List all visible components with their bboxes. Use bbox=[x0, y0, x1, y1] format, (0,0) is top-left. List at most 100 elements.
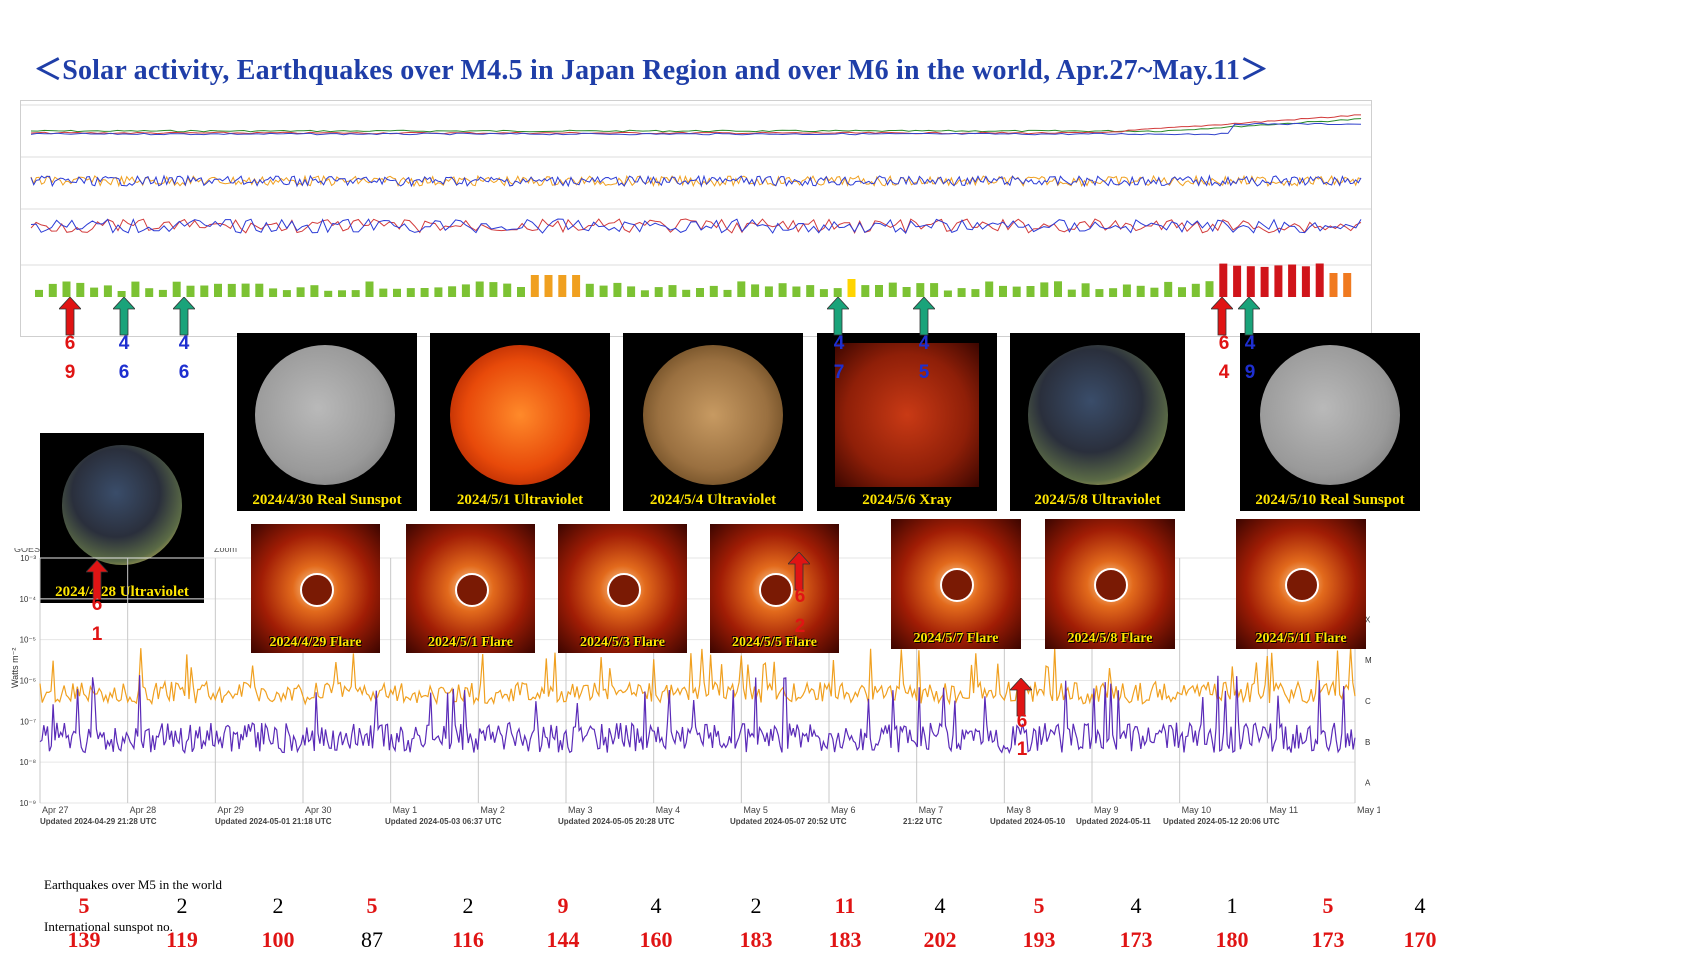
kp-bar bbox=[186, 285, 195, 297]
kp-bar bbox=[200, 285, 209, 297]
flare-class-label: C bbox=[1365, 697, 1371, 706]
magnitude-bottom: 5 bbox=[918, 362, 930, 383]
sun-disc bbox=[835, 343, 979, 487]
occulter-disk bbox=[606, 572, 641, 607]
x-tick-label: May 2 bbox=[480, 805, 505, 815]
kp-bar bbox=[324, 290, 333, 297]
magnitude-bottom: 6 bbox=[178, 362, 190, 383]
arrow-up-icon bbox=[1010, 678, 1032, 717]
sunspot-number: 160 bbox=[639, 927, 673, 952]
flux-line bbox=[30, 218, 1362, 235]
kp-bar bbox=[420, 288, 429, 297]
kp-bar bbox=[158, 289, 167, 297]
earthquake-count: 4 bbox=[1130, 893, 1142, 918]
y-tick-label: 10⁻⁶ bbox=[20, 677, 36, 686]
magnitude-top: 6 bbox=[91, 594, 103, 615]
flare-caption: 2024/5/7 Flare bbox=[913, 631, 999, 646]
x-tick-label: May 7 bbox=[919, 805, 944, 815]
occulter-disk bbox=[299, 572, 334, 607]
kp-bar bbox=[338, 290, 346, 297]
kp-bar bbox=[1274, 265, 1283, 297]
x-tick-label: May 12 bbox=[1357, 805, 1380, 815]
flare-image: 2024/5/8 Flare bbox=[1045, 519, 1175, 649]
kp-bar bbox=[888, 282, 897, 297]
x-tick-label: May 10 bbox=[1182, 805, 1212, 815]
magnitude-top: 6 bbox=[1016, 711, 1028, 732]
kp-bar bbox=[985, 281, 994, 297]
kp-bar bbox=[957, 288, 966, 297]
kp-bar bbox=[1301, 266, 1310, 297]
arrow-up-icon bbox=[59, 297, 81, 336]
image-caption: 2024/5/10 Real Sunspot bbox=[1255, 492, 1405, 508]
kp-bar bbox=[1109, 288, 1118, 297]
x-tick-label: May 6 bbox=[831, 805, 856, 815]
kp-bar bbox=[255, 283, 264, 297]
arrow-up-icon bbox=[1211, 297, 1233, 336]
flare-image: 2024/4/29 Flare bbox=[251, 524, 380, 653]
kp-bar bbox=[847, 279, 856, 297]
x-tick-label: May 5 bbox=[743, 805, 768, 815]
space-weather-panel bbox=[20, 100, 1372, 337]
arrow-up-icon bbox=[913, 297, 935, 336]
kp-bar bbox=[379, 288, 388, 297]
sunspot-number: 100 bbox=[261, 927, 295, 952]
kp-bar bbox=[1205, 281, 1214, 297]
kp-bar bbox=[103, 285, 112, 297]
kp-bar bbox=[448, 286, 457, 297]
updated-label: 21:22 UTC bbox=[903, 817, 942, 826]
solar-image-0510: 2024/5/10 Real Sunspot bbox=[1240, 333, 1420, 511]
magnitude-bottom: 4 bbox=[1218, 362, 1230, 383]
kp-bar bbox=[365, 281, 374, 297]
kp-bar bbox=[819, 289, 828, 297]
magnitude-top: 4 bbox=[178, 333, 190, 354]
sunspot-number: 173 bbox=[1119, 927, 1153, 952]
magnitude-top: 4 bbox=[1244, 333, 1256, 354]
kp-bar bbox=[806, 285, 815, 297]
magnitude-top: 6 bbox=[64, 333, 76, 354]
kp-bar bbox=[1150, 287, 1159, 297]
kp-bar bbox=[1329, 273, 1338, 297]
kp-bar bbox=[1164, 281, 1173, 297]
kp-bar bbox=[861, 285, 870, 297]
kp-bar bbox=[1246, 266, 1255, 297]
earthquake-count: 2 bbox=[750, 893, 762, 918]
sunspot-number: 87 bbox=[361, 927, 383, 952]
flare-class-label: X bbox=[1365, 615, 1371, 624]
solar-image-0506: 2024/5/6 Xray bbox=[817, 333, 997, 511]
kp-bar bbox=[613, 282, 622, 297]
earthquake-count: 11 bbox=[834, 893, 856, 918]
kp-bar bbox=[1081, 283, 1090, 297]
kp-bar bbox=[62, 281, 71, 297]
kp-bar bbox=[1260, 266, 1269, 297]
kp-bar bbox=[351, 290, 360, 297]
kp-bar bbox=[172, 281, 181, 297]
earthquake-count: 4 bbox=[1414, 893, 1426, 918]
space-weather-plot bbox=[21, 104, 1371, 297]
occulter-disk bbox=[1285, 568, 1319, 602]
kp-bar bbox=[517, 287, 525, 297]
kp-bar bbox=[241, 283, 250, 297]
sun-disc bbox=[643, 345, 783, 485]
arrow-up-icon bbox=[113, 297, 135, 336]
kp-bar bbox=[117, 291, 126, 297]
kp-bar bbox=[971, 289, 980, 297]
kp-bar bbox=[131, 281, 140, 297]
sun-disc bbox=[1260, 345, 1400, 485]
kp-bar bbox=[544, 275, 553, 297]
chart-toolbar-label[interactable]: GOES bbox=[14, 548, 40, 554]
chart-toolbar-label[interactable]: Zoom bbox=[214, 548, 237, 554]
y-tick-label: 10⁻³ bbox=[20, 554, 36, 563]
occulter-disk bbox=[454, 572, 489, 607]
kp-bar bbox=[764, 286, 773, 297]
earthquake-count: 5 bbox=[1322, 893, 1334, 918]
sunspot-number: 144 bbox=[546, 927, 580, 952]
earthquake-count: 5 bbox=[1033, 893, 1045, 918]
kp-bar bbox=[558, 275, 567, 297]
magnitude-bottom: 9 bbox=[1244, 362, 1256, 383]
x-tick-label: May 4 bbox=[656, 805, 681, 815]
kp-bar bbox=[145, 288, 154, 297]
x-tick-label: Apr 27 bbox=[42, 805, 69, 815]
sunspot-number: 116 bbox=[452, 927, 484, 952]
y-tick-label: 10⁻⁹ bbox=[19, 799, 36, 808]
sun-disc bbox=[1028, 345, 1168, 485]
